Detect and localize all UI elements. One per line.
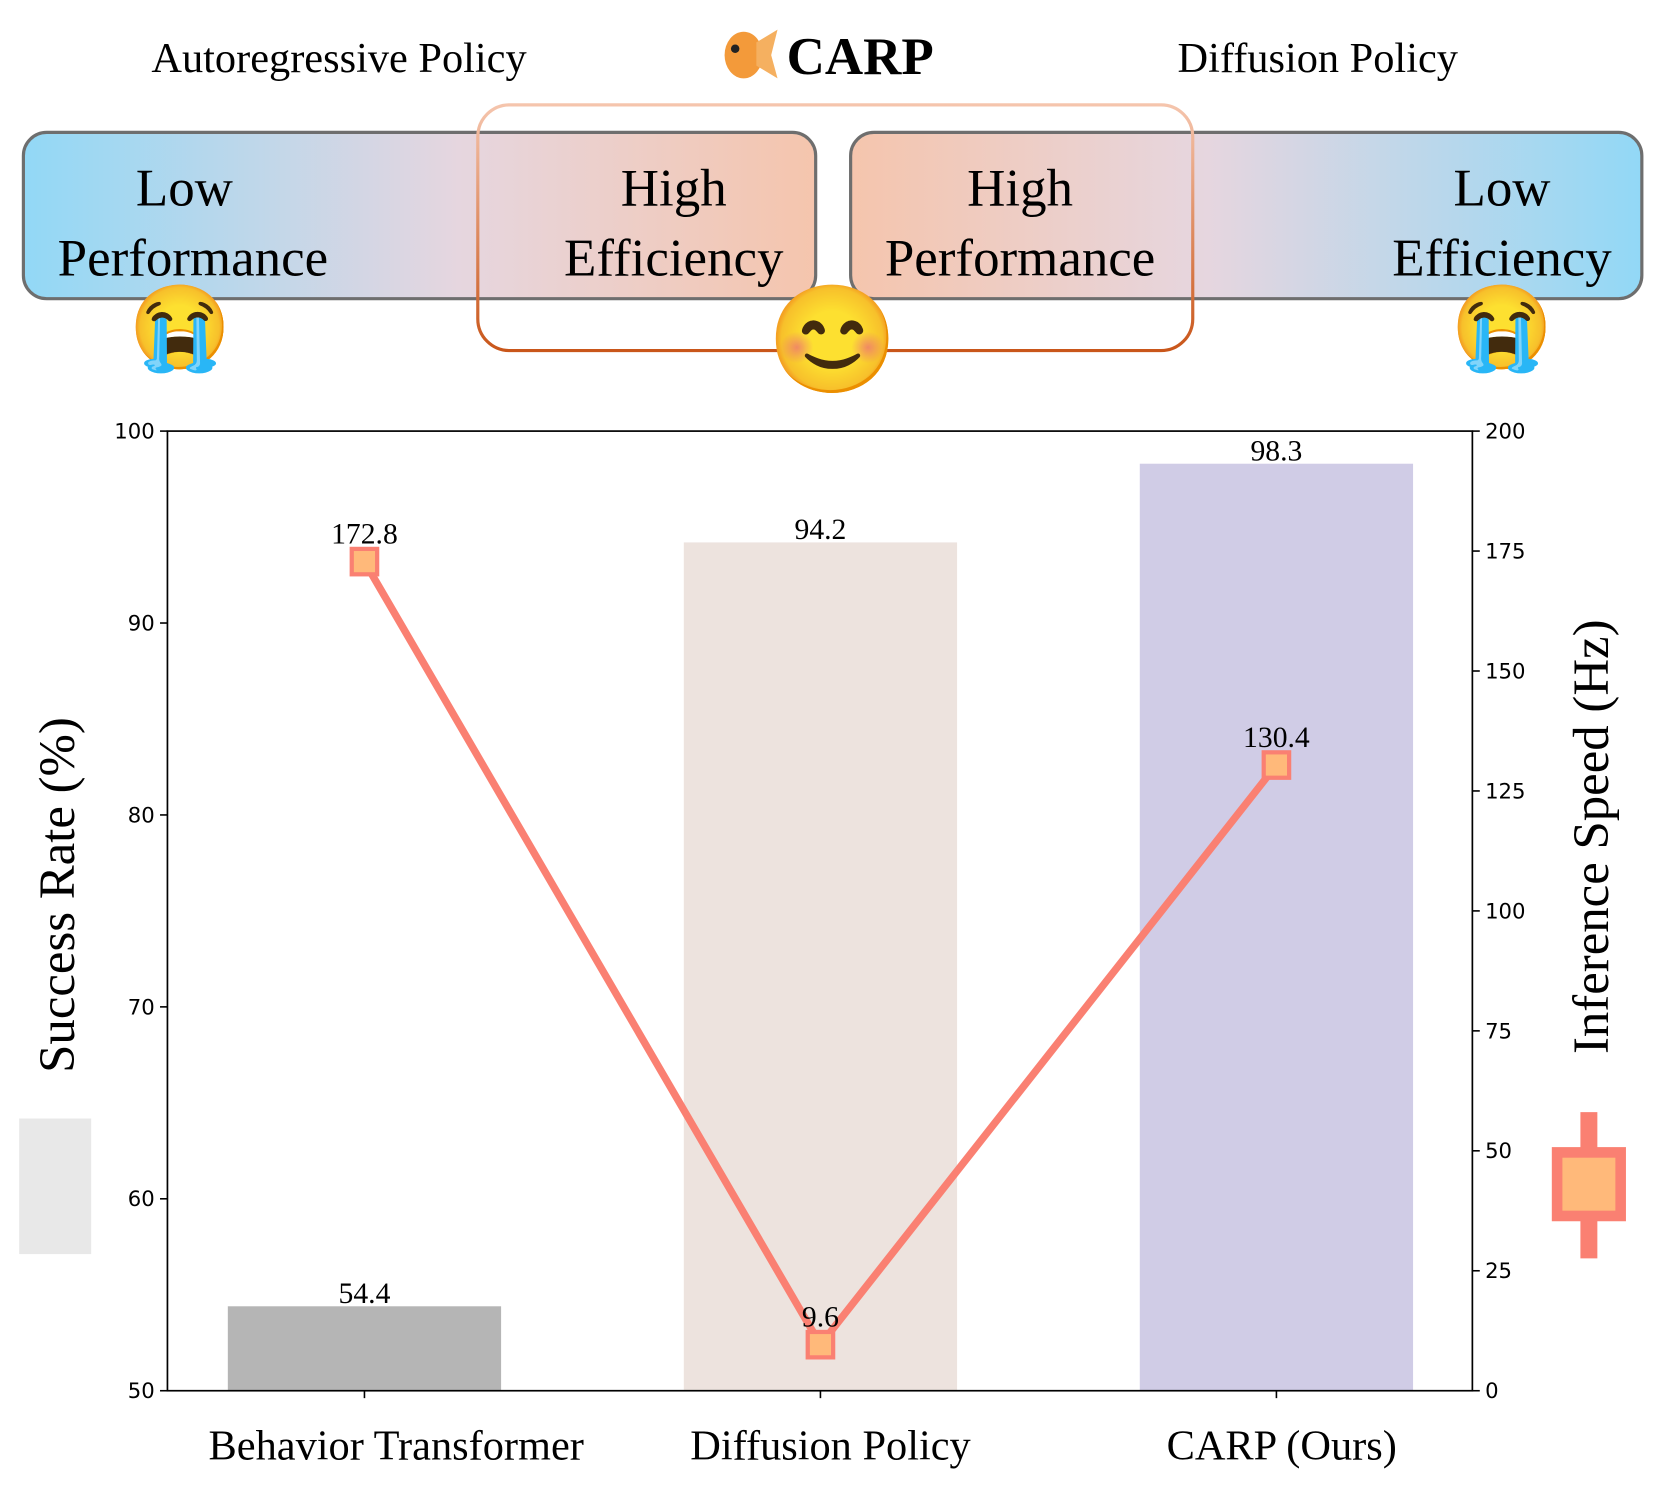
y2-tick-label: 0: [1485, 1378, 1498, 1403]
x-tick-label: CARP (Ours): [1167, 1423, 1397, 1470]
efficiency-label: Efficiency: [564, 229, 784, 287]
y-tick-label: 80: [128, 802, 155, 827]
y-axis-label: Success Rate (%): [29, 717, 85, 1073]
right-axis: 0 25 50 75 100 125 150 175 200: [1472, 419, 1526, 1403]
diffusion-title: Diffusion Policy: [1178, 35, 1459, 82]
line-marker: [805, 1329, 836, 1360]
y2-tick-label: 50: [1485, 1138, 1512, 1163]
bar-value-label: 54.4: [339, 1278, 391, 1310]
performance-label: Performance: [58, 229, 328, 287]
line-marker: [349, 546, 380, 577]
bar-value-label: 94.2: [795, 514, 847, 546]
x-axis: Behavior Transformer Diffusion Policy CARP…: [209, 1390, 1397, 1470]
line-value-label: 9.6: [802, 1302, 839, 1334]
y2-tick-label: 200: [1485, 419, 1525, 444]
line-value-label: 130.4: [1243, 722, 1310, 754]
bar-series: 54.4 94.2 98.3: [227, 436, 1414, 1391]
y2-tick-label: 25: [1485, 1258, 1512, 1283]
bar-legend-swatch: [19, 1118, 92, 1255]
low-label: Low: [1454, 159, 1551, 217]
y-tick-label: 70: [128, 994, 155, 1019]
high-label: High: [967, 159, 1073, 217]
crying-emoji-icon: 😭: [129, 282, 232, 375]
smiling-emoji-icon: 😊: [767, 282, 899, 399]
high-label: High: [621, 159, 727, 217]
line-value-label: 172.8: [331, 519, 398, 551]
performance-label: Performance: [885, 229, 1155, 287]
low-label: Low: [136, 159, 233, 217]
y2-tick-label: 175: [1485, 538, 1525, 563]
line-marker: [1261, 750, 1292, 780]
bar: [683, 542, 958, 1391]
autoregressive-box: Low Performance High Efficiency: [21, 130, 818, 301]
left-axis: 50 60 70 80 90 100: [114, 419, 168, 1403]
carp-title: CARP: [787, 28, 934, 86]
efficiency-label: Efficiency: [1392, 229, 1612, 287]
y-tick-label: 50: [128, 1378, 155, 1403]
goldfish-icon: [724, 29, 778, 79]
bar: [227, 1306, 502, 1391]
y2-tick-label: 100: [1485, 898, 1525, 923]
bar: [1139, 463, 1414, 1391]
y-tick-label: 60: [128, 1186, 155, 1211]
crying-emoji-icon: 😭: [1451, 282, 1554, 375]
line-legend-marker-icon: [1551, 1112, 1626, 1259]
bar-value-label: 98.3: [1250, 436, 1302, 468]
y2-tick-label: 125: [1485, 778, 1525, 803]
y-tick-label: 90: [128, 610, 155, 635]
x-tick-label: Behavior Transformer: [209, 1423, 584, 1470]
y2-axis-label: Inference Speed (Hz): [1563, 619, 1619, 1054]
x-tick-label: Diffusion Policy: [690, 1423, 971, 1470]
diffusion-box: High Performance Low Efficiency: [849, 130, 1644, 301]
y2-tick-label: 75: [1485, 1018, 1512, 1043]
line-series: 172.8 9.6 130.4: [331, 519, 1310, 1360]
autoregressive-title: Autoregressive Policy: [151, 35, 527, 82]
y-tick-label: 100: [114, 419, 154, 444]
carp-highlight-frame: [476, 103, 1195, 353]
y2-tick-label: 150: [1485, 658, 1525, 683]
